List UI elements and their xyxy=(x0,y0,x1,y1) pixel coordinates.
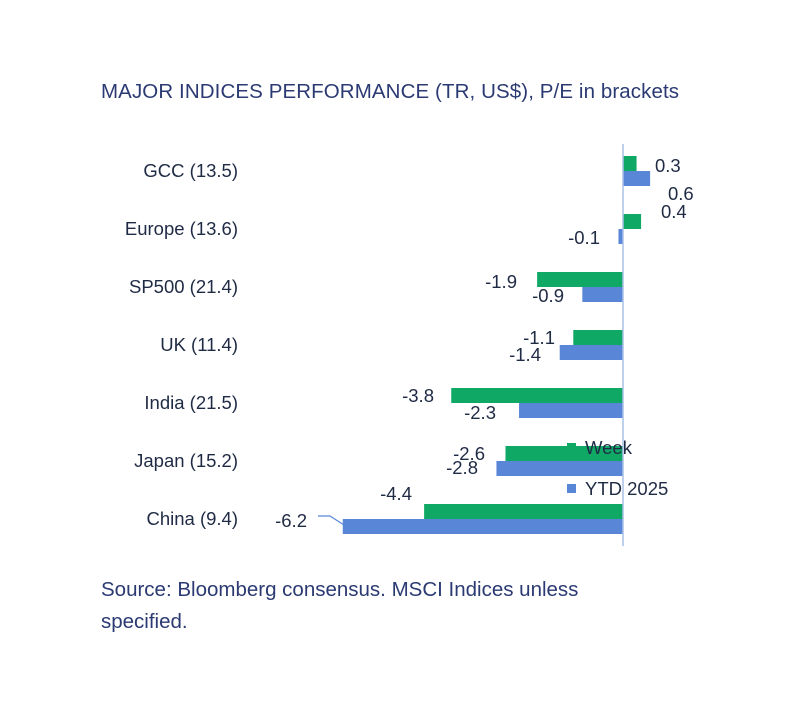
bar-ytd xyxy=(618,229,623,244)
bar-ytd xyxy=(496,461,623,476)
legend-swatch-ytd xyxy=(567,484,576,493)
bar-ytd xyxy=(559,345,623,360)
bar-week xyxy=(537,272,623,287)
category-label: UK (11.4) xyxy=(160,334,238,355)
bar-week xyxy=(451,388,623,403)
category-label: Europe (13.6) xyxy=(125,218,238,239)
data-label-week: -4.4 xyxy=(380,483,412,504)
data-label-ytd: -1.4 xyxy=(509,344,541,365)
bar-ytd xyxy=(342,519,623,534)
bar-week xyxy=(424,504,623,519)
data-label-ytd: -2.3 xyxy=(464,402,496,423)
data-label-week: -1.9 xyxy=(485,271,517,292)
label-leader-line xyxy=(318,515,345,526)
category-label: GCC (13.5) xyxy=(143,160,238,181)
data-label-week: 0.3 xyxy=(655,155,681,176)
bar-week xyxy=(505,446,623,461)
legend-swatch-week xyxy=(567,443,576,452)
data-label-week: -3.8 xyxy=(402,385,434,406)
data-label-ytd: -6.2 xyxy=(275,510,307,531)
category-label: Japan (15.2) xyxy=(134,450,238,471)
bar-week xyxy=(623,214,642,229)
bar-ytd xyxy=(519,403,623,418)
category-label: China (9.4) xyxy=(146,508,238,529)
category-label: India (21.5) xyxy=(144,392,238,413)
data-label-ytd: -0.1 xyxy=(568,227,600,248)
source-note: Source: Bloomberg consensus. MSCI Indice… xyxy=(101,578,579,633)
data-label-week: -2.6 xyxy=(453,443,485,464)
legend-label-ytd: YTD 2025 xyxy=(585,478,668,499)
data-label-ytd: 0.6 xyxy=(668,183,694,204)
data-label-ytd: -0.9 xyxy=(532,285,564,306)
bar-week xyxy=(623,156,637,171)
category-label: SP500 (21.4) xyxy=(129,276,238,297)
bar-ytd xyxy=(623,171,651,186)
chart-title: MAJOR INDICES PERFORMANCE (TR, US$), P/E… xyxy=(101,80,680,103)
legend-label-week: Week xyxy=(585,437,633,458)
data-label-week: 0.4 xyxy=(661,201,687,222)
data-label-week: -1.1 xyxy=(523,327,555,348)
bar-week xyxy=(573,330,623,345)
bar-ytd xyxy=(582,287,623,302)
data-label-ytd: -2.8 xyxy=(446,457,478,478)
